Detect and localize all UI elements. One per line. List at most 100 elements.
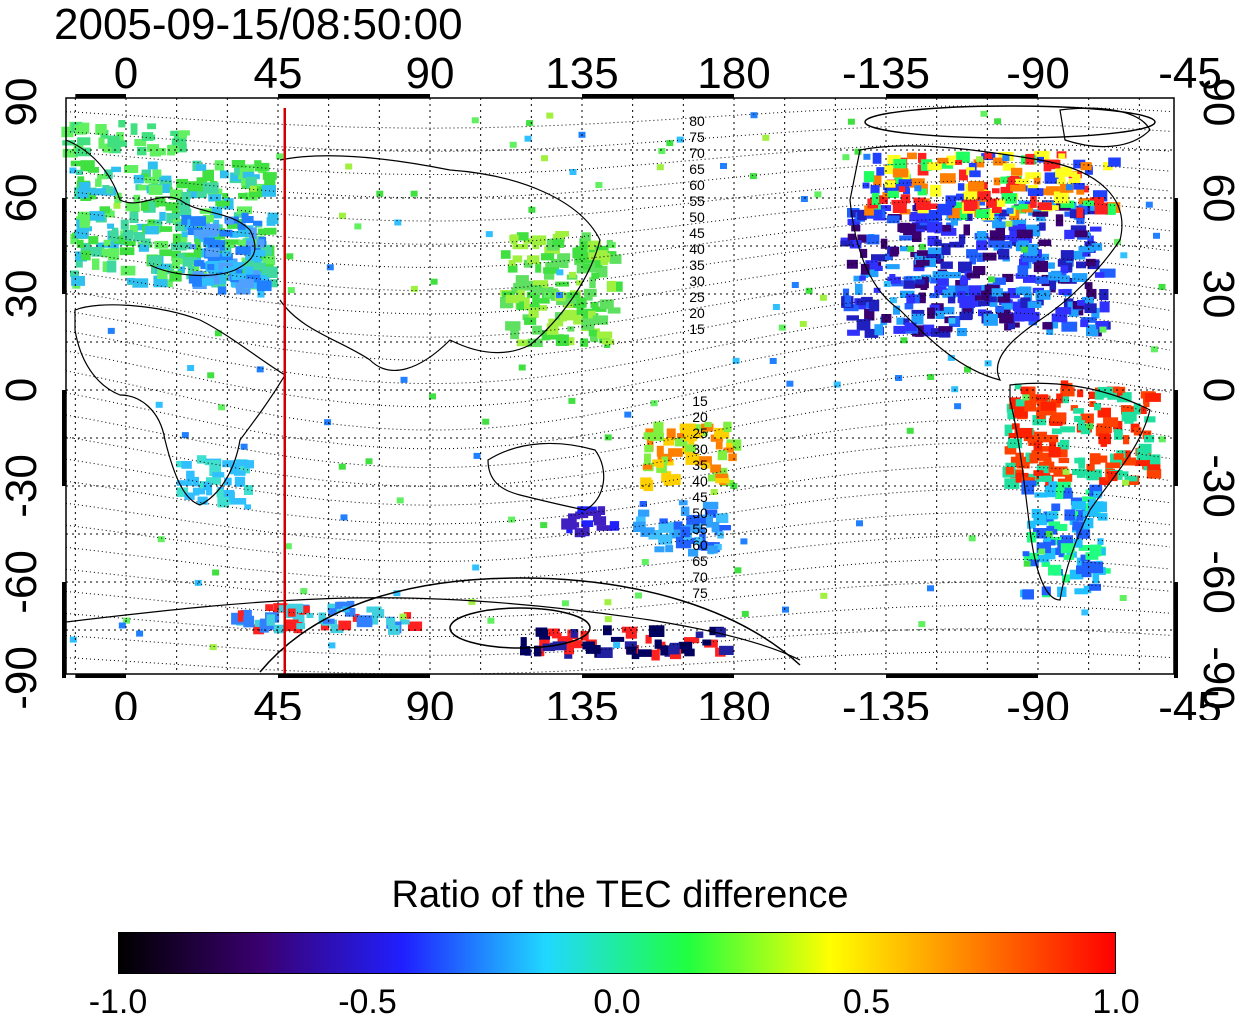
contour-label: 55 <box>692 521 708 537</box>
tec-patch <box>867 269 879 277</box>
tec-patch <box>1063 254 1070 261</box>
tec-patch <box>541 155 548 162</box>
map-timestamp: 2005-09-15/08:50:00 <box>54 0 463 49</box>
tec-patch <box>959 296 976 308</box>
tec-patch <box>399 613 407 620</box>
tec-patch <box>740 538 748 545</box>
tec-patch <box>171 138 187 150</box>
tec-patch <box>876 195 888 204</box>
tec-patch <box>1034 554 1050 563</box>
tec-patch <box>1000 186 1013 194</box>
tec-patch <box>886 215 900 224</box>
tec-patch <box>1002 163 1016 171</box>
tec-patch <box>320 624 330 631</box>
contour-label: 20 <box>692 409 708 425</box>
tec-patch <box>61 126 74 138</box>
tec-patch <box>1153 232 1160 239</box>
left-lat-label: -30 <box>0 454 46 518</box>
tec-patch <box>209 240 226 251</box>
tec-patch <box>626 646 637 655</box>
tec-patch <box>924 258 936 268</box>
tec-patch <box>69 636 77 643</box>
tec-patch <box>249 186 263 198</box>
tec-patch <box>157 148 166 156</box>
tec-patch <box>472 564 480 571</box>
tec-patch <box>253 220 263 226</box>
tec-patch <box>579 238 588 250</box>
tec-patch <box>1091 307 1100 319</box>
tec-patch <box>126 277 135 285</box>
tec-patch <box>1074 415 1082 423</box>
tec-patch <box>1082 296 1094 304</box>
tec-patch <box>214 160 225 171</box>
tec-patch <box>1023 311 1040 322</box>
tec-patch <box>103 239 111 246</box>
left-latitude-labels: 90 60 30 0 -30 -60 -90 <box>0 78 46 710</box>
tec-patch <box>270 279 278 288</box>
right-lat-label: 90 <box>1194 78 1240 127</box>
tec-patch <box>610 636 625 642</box>
top-longitude-labels: 0 45 90 135 180 -135 -90 -45 <box>114 49 1222 98</box>
tec-patch <box>596 331 613 339</box>
tec-patch <box>575 246 588 256</box>
tec-patch <box>892 202 907 213</box>
tec-patch <box>907 245 915 252</box>
tec-patch <box>769 358 777 364</box>
tec-patch <box>570 640 583 649</box>
tec-patch <box>107 248 119 261</box>
bottom-lon-label: 135 <box>545 683 618 720</box>
tec-patch <box>224 477 232 486</box>
tec-patch <box>211 276 220 285</box>
tec-patch <box>932 271 949 279</box>
tec-patch <box>934 285 947 295</box>
tec-patch <box>700 542 715 548</box>
tec-patch <box>669 527 685 539</box>
tec-patch <box>166 213 180 224</box>
tec-patch <box>1011 205 1026 214</box>
tec-patch <box>1093 190 1108 202</box>
tec-patch <box>717 450 728 461</box>
tec-patch <box>509 141 517 148</box>
contour-label: 25 <box>689 289 705 305</box>
tec-patch <box>1147 462 1161 471</box>
tec-patch <box>1053 466 1068 477</box>
tec-patch <box>524 135 532 142</box>
tec-patch <box>750 112 758 119</box>
border-tick-bar <box>1174 582 1178 678</box>
tec-patch <box>1055 214 1064 227</box>
contour-label: 50 <box>692 505 708 521</box>
tec-patch <box>1043 539 1056 546</box>
tec-patch <box>159 249 172 257</box>
tec-patch <box>915 259 930 266</box>
tec-patch <box>914 185 922 192</box>
tec-patch <box>635 592 642 599</box>
tec-patch <box>1061 393 1069 404</box>
tec-patch <box>995 306 1005 313</box>
tec-patch <box>205 247 220 257</box>
tec-patch <box>208 194 222 202</box>
tec-patch <box>1004 323 1012 331</box>
tec-patch <box>1121 405 1132 415</box>
tec-patch <box>993 157 1007 166</box>
tec-patch <box>408 621 423 631</box>
tec-patch <box>234 462 250 474</box>
tec-patch <box>720 163 727 169</box>
tec-patch <box>849 240 862 249</box>
top-lon-label: 0 <box>114 49 138 98</box>
tec-patch <box>181 432 189 439</box>
tec-patch <box>1026 532 1037 543</box>
coastline-north-america <box>849 145 1123 381</box>
tec-patch <box>1117 392 1132 403</box>
tec-patch <box>1099 289 1109 301</box>
tec-patch <box>1048 447 1061 458</box>
tec-patch <box>1078 420 1085 431</box>
tec-patch <box>1080 162 1092 171</box>
tec-patch <box>177 242 192 250</box>
tec-patch <box>575 511 589 519</box>
tec-patch <box>1089 401 1096 407</box>
tec-map: 0 45 90 135 180 -135 -90 -45 0 45 90 135 180 -135 -90… <box>0 49 1240 720</box>
tec-patch <box>193 229 207 236</box>
tec-patch <box>1008 433 1020 439</box>
tec-patch <box>410 285 418 292</box>
tec-patch <box>234 166 245 176</box>
